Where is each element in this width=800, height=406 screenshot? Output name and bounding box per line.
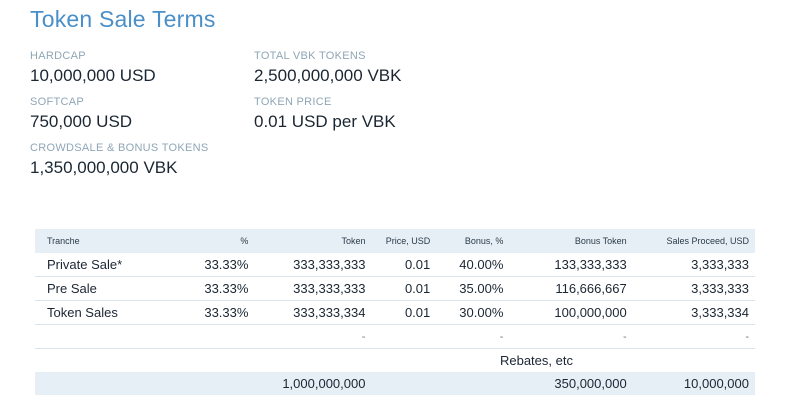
cell-token: 333,333,333	[254, 253, 372, 277]
softcap-term: SOFTCAP 750,000 USD	[30, 96, 132, 132]
total-price	[371, 372, 437, 395]
cell-bonus-percent: 40.00%	[436, 253, 510, 277]
softcap-value: 750,000 USD	[30, 112, 133, 131]
header-tranche: Tranche	[35, 229, 182, 253]
total-bonus-percent	[436, 372, 510, 395]
cell-bonus-percent: 30.00%	[436, 300, 510, 325]
header-sales-proceed: Sales Proceed, USD	[632, 229, 755, 253]
hardcap-value: 10,000,000 USD	[30, 66, 156, 85]
cell-price: 0.01	[371, 276, 437, 301]
total-percent	[181, 372, 255, 395]
total-bonus-token: 350,000,000	[509, 372, 633, 395]
crowdsale-label: CROWDSALE & BONUS TOKENS	[30, 142, 209, 154]
total-tokens-term: TOTAL VBK TOKENS 2,500,000,000 VBK	[254, 50, 401, 86]
table-row: - - - -	[35, 324, 755, 349]
cell-percent: 33.33%	[181, 300, 255, 325]
hardcap-term: HARDCAP 10,000,000 USD	[30, 50, 156, 86]
cell-token: 333,333,334	[254, 300, 372, 325]
cell-tranche: Private Sale*	[35, 253, 182, 277]
cell-sales-proceed: -	[632, 324, 755, 349]
cell-price: 0.01	[371, 253, 437, 277]
header-price: Price, USD	[371, 229, 437, 253]
header-percent: %	[181, 229, 255, 253]
cell-bonus-token: 100,000,000	[509, 300, 633, 325]
cell-sales-proceed: 3,333,333	[632, 276, 755, 301]
total-tokens-value: 2,500,000,000 VBK	[254, 66, 402, 85]
table-header-row: Tranche % Token Price, USD Bonus, % Bonu…	[35, 229, 755, 253]
cell-tranche: Token Sales	[35, 300, 182, 325]
header-bonus-percent: Bonus, %	[436, 229, 510, 253]
cell-token: -	[254, 324, 372, 349]
table-row: Private Sale* 33.33% 333,333,333 0.01 40…	[35, 253, 755, 277]
cell-price	[371, 324, 437, 349]
cell-tranche	[35, 324, 182, 349]
rebates-label: Rebates, etc	[499, 353, 573, 368]
header-token: Token	[254, 229, 372, 253]
cell-bonus-token: -	[509, 324, 633, 349]
cell-percent: 33.33%	[181, 253, 255, 277]
token-price-label: TOKEN PRICE	[254, 96, 332, 108]
cell-percent	[181, 324, 255, 349]
cell-bonus-token: 116,666,667	[509, 276, 633, 301]
table-row: Token Sales 33.33% 333,333,334 0.01 30.0…	[35, 300, 755, 325]
crowdsale-term: CROWDSALE & BONUS TOKENS 1,350,000,000 V…	[30, 142, 209, 178]
total-token: 1,000,000,000	[254, 372, 372, 395]
total-tranche	[35, 372, 182, 395]
token-price-term: TOKEN PRICE 0.01 USD per VBK	[254, 96, 396, 132]
cell-tranche: Pre Sale	[35, 276, 182, 301]
total-sales-proceed: 10,000,000	[632, 372, 755, 395]
hardcap-label: HARDCAP	[30, 50, 86, 62]
cell-bonus-token: 133,333,333	[509, 253, 633, 277]
total-tokens-label: TOTAL VBK TOKENS	[254, 50, 366, 62]
cell-bonus-percent: -	[436, 324, 510, 349]
rebates-row: Rebates, etc	[35, 349, 755, 373]
cell-sales-proceed: 3,333,333	[632, 253, 755, 277]
cell-bonus-percent: 35.00%	[436, 276, 510, 301]
header-bonus-token: Bonus Token	[509, 229, 633, 253]
token-price-value: 0.01 USD per VBK	[254, 112, 396, 131]
table-row: Pre Sale 33.33% 333,333,333 0.01 35.00% …	[35, 276, 755, 301]
page-title: Token Sale Terms	[30, 6, 216, 32]
cell-percent: 33.33%	[181, 276, 255, 301]
softcap-label: SOFTCAP	[30, 96, 85, 108]
tranche-table: Tranche % Token Price, USD Bonus, % Bonu…	[35, 229, 755, 395]
totals-row: 1,000,000,000 350,000,000 10,000,000	[35, 372, 755, 395]
cell-price: 0.01	[371, 300, 437, 325]
cell-token: 333,333,333	[254, 276, 372, 301]
cell-sales-proceed: 3,333,334	[632, 300, 755, 325]
crowdsale-value: 1,350,000,000 VBK	[30, 158, 178, 177]
